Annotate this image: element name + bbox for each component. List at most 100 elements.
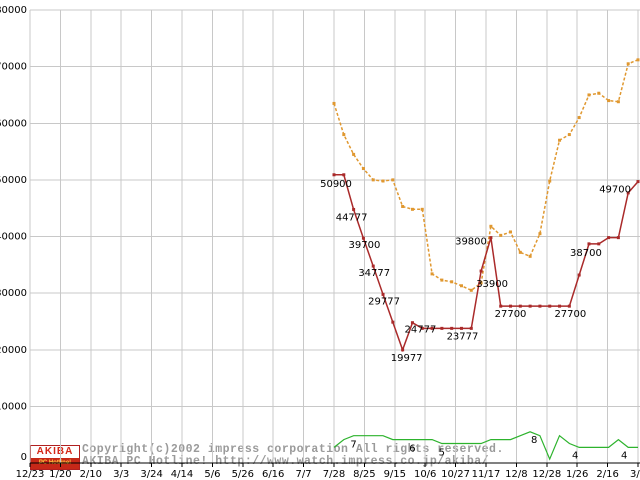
series-lowest-price-marker <box>518 304 522 308</box>
series-lowest-price-marker <box>577 273 581 277</box>
x-axis-label: 4/14 <box>171 469 193 480</box>
x-axis-label: 6/16 <box>262 469 284 480</box>
data-label-lowest-price: 27700 <box>495 309 527 320</box>
series-average-price-marker <box>361 167 365 171</box>
x-axis-label: 12/28 <box>532 469 561 480</box>
y-axis-label: 80000 <box>0 5 27 16</box>
series-average-price-marker <box>342 133 346 137</box>
series-lowest-price-marker <box>587 242 591 246</box>
y-axis-label: 50000 <box>0 175 27 186</box>
series-shop-count-line <box>333 431 638 461</box>
data-label-lowest-price: 39700 <box>349 240 381 251</box>
series-average-price-marker <box>469 288 473 292</box>
data-label-lowest-price: 44777 <box>336 212 368 223</box>
series-average-price-marker <box>587 93 591 97</box>
series-lowest-price-marker <box>352 207 356 211</box>
series-lowest-price-marker <box>469 326 473 330</box>
x-axis-label: 12/8 <box>505 469 527 480</box>
y-axis-label: 70000 <box>0 62 27 73</box>
data-label-lowest-price: 34777 <box>358 268 390 279</box>
y-axis-label: 20000 <box>0 345 27 356</box>
series-lowest-price-marker <box>381 292 385 296</box>
series-average-price-marker <box>381 179 385 183</box>
series-average-price-marker <box>332 101 336 105</box>
series-lowest-price-marker <box>479 269 483 273</box>
series-lowest-price-line <box>334 174 639 353</box>
series-lowest-price-marker <box>401 348 405 352</box>
series-lowest-price-marker <box>391 320 395 324</box>
data-label-shop-count: 5 <box>439 448 445 459</box>
x-axis-label: 9/15 <box>384 469 406 480</box>
series-lowest-price-marker <box>558 304 562 308</box>
x-axis-label: 11/17 <box>472 469 501 480</box>
series-lowest-price-marker <box>342 173 346 177</box>
series-average-price-marker <box>499 233 503 237</box>
data-label-lowest-price: 23777 <box>447 331 479 342</box>
series-lowest-price-marker <box>440 326 444 330</box>
series-lowest-price-marker <box>450 326 454 330</box>
series-average-price-marker <box>528 254 532 258</box>
y-axis-label: 60000 <box>0 118 27 129</box>
copyright-line1: Copyright(c)2002 impress corporation All… <box>82 443 504 456</box>
x-axis-label: 2/16 <box>596 469 618 480</box>
x-axis-label: 5/26 <box>232 469 254 480</box>
series-average-price-marker <box>401 204 405 208</box>
data-label-lowest-price: 33900 <box>476 279 508 290</box>
data-label-shop-count: 4 <box>572 450 578 461</box>
series-average-price-marker <box>371 178 375 182</box>
series-average-price-marker <box>459 284 463 288</box>
data-label-lowest-price: 19977 <box>391 353 423 364</box>
series-lowest-price-marker <box>332 173 336 177</box>
data-label-shop-count: 7 <box>350 440 356 451</box>
series-average-price-marker <box>567 133 571 137</box>
x-axis-label: 2/10 <box>80 469 102 480</box>
y-axis-label: 40000 <box>0 232 27 243</box>
y-axis-label: 0 <box>21 452 27 463</box>
data-label-lowest-price: 50900 <box>320 179 352 190</box>
series-average-price-marker <box>479 281 483 285</box>
series-average-price-marker <box>430 272 434 276</box>
series-lowest-price-marker <box>607 236 611 240</box>
series-lowest-price-marker <box>616 236 620 240</box>
series-average-price-marker <box>410 207 414 211</box>
x-axis-label: 1/26 <box>566 469 588 480</box>
series-lowest-price-marker <box>548 304 552 308</box>
y-axis-label: 30000 <box>0 288 27 299</box>
series-average-price-marker <box>597 91 601 95</box>
series-average-price-marker <box>607 99 611 103</box>
series-average-price-marker <box>548 179 552 183</box>
series-lowest-price-marker <box>489 236 493 240</box>
x-axis-label: 3/2 <box>630 469 640 480</box>
x-axis-label: 8/25 <box>353 469 375 480</box>
series-lowest-price-marker <box>420 326 424 330</box>
x-axis-label: 10/6 <box>414 469 436 480</box>
data-label-lowest-price: 49700 <box>599 185 631 196</box>
series-average-price-marker <box>391 178 395 182</box>
series-lowest-price-marker <box>538 304 542 308</box>
series-average-price-marker <box>509 230 513 234</box>
series-lowest-price-marker <box>626 191 630 195</box>
x-axis-label: 1/20 <box>49 469 71 480</box>
series-lowest-price-marker <box>430 326 434 330</box>
series-lowest-price-marker <box>410 321 414 325</box>
series-average-price-marker <box>626 62 630 66</box>
series-average-price-marker <box>577 116 581 120</box>
series-average-price-marker <box>450 280 454 284</box>
x-axis-label: 7/7 <box>296 469 312 480</box>
series-lowest-price-marker <box>371 264 375 268</box>
data-label-lowest-price: 38700 <box>570 248 602 259</box>
series-lowest-price-marker <box>459 326 463 330</box>
series-average-price-marker <box>352 152 356 156</box>
x-axis-label: 12/23 <box>16 469 45 480</box>
data-label-lowest-price: 29777 <box>368 296 400 307</box>
series-average-price-marker <box>616 100 620 104</box>
x-axis-label: 10/27 <box>441 469 470 480</box>
series-average-price-marker <box>636 58 640 62</box>
x-axis-label: 7/28 <box>323 469 345 480</box>
series-average-price-marker <box>538 232 542 236</box>
series-lowest-price-marker <box>361 236 365 240</box>
series-average-price-marker <box>558 138 562 142</box>
